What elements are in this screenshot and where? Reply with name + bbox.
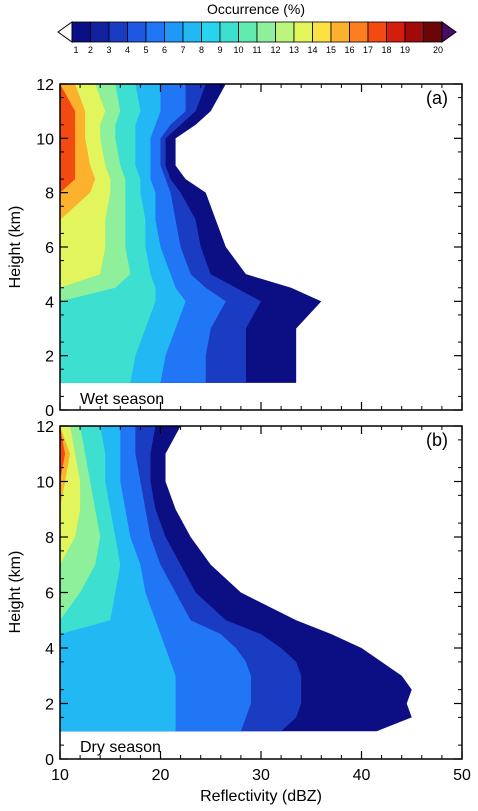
colorbar-cell <box>71 21 91 43</box>
dry-season-contours <box>60 426 412 732</box>
colorbar-cell <box>182 21 202 43</box>
colorbar-cell <box>423 21 443 43</box>
y-tick-label: 12 <box>36 77 54 94</box>
colorbar-cell <box>330 21 350 43</box>
colorbar-tick-label: 4 <box>125 45 130 55</box>
x-tick-label: 50 <box>453 767 471 784</box>
colorbar-tick-label: 9 <box>217 45 222 55</box>
panel-wet-season: 0 2 4 6 8 10 12 (a) Wet season Height (km) <box>7 77 463 420</box>
colorbar-cell <box>404 21 424 43</box>
colorbar-tick-label: 13 <box>289 45 299 55</box>
x-tick-label: 40 <box>353 767 371 784</box>
colorbar-cell <box>349 21 369 43</box>
y-tick-label: 8 <box>45 186 54 203</box>
dry-season-panel-label: (b) <box>426 430 448 450</box>
colorbar-cell <box>108 21 128 43</box>
y-tick-label: 8 <box>45 530 54 547</box>
colorbar-tick-label: 17 <box>363 45 373 55</box>
colorbar-tick-label: 18 <box>381 45 391 55</box>
colorbar-tick-label: 12 <box>270 45 280 55</box>
colorbar-tick-label: 20 <box>433 45 443 55</box>
colorbar-tick-label: 8 <box>199 45 204 55</box>
colorbar-cell <box>145 21 165 43</box>
dry-season-ticks: 0 2 4 6 8 10 12 10 20 30 40 50 <box>36 419 471 784</box>
y-tick-label: 4 <box>45 294 54 311</box>
colorbar-tick-label: 2 <box>88 45 93 55</box>
x-tick-label: 10 <box>51 767 69 784</box>
y-tick-label: 0 <box>45 752 54 769</box>
colorbar-under-arrow <box>57 21 73 43</box>
y-tick-label: 10 <box>36 131 54 148</box>
dry-season-y-axis-title: Height (km) <box>7 551 24 634</box>
y-tick-label: 6 <box>45 240 54 257</box>
y-tick-label: 4 <box>45 641 54 658</box>
y-tick-label: 10 <box>36 475 54 492</box>
colorbar-tick-label: 3 <box>106 45 111 55</box>
y-tick-label: 0 <box>45 403 54 420</box>
colorbar-over-arrow <box>441 21 457 43</box>
colorbar-cell <box>90 21 110 43</box>
colorbar-tick-label: 11 <box>252 45 261 55</box>
colorbar-cell <box>275 21 295 43</box>
wet-season-panel-label: (a) <box>426 88 448 108</box>
colorbar-tick-label: 14 <box>307 45 317 55</box>
y-tick-label: 12 <box>36 419 54 436</box>
colorbar-cell <box>367 21 387 43</box>
dry-season-label: Dry season <box>80 739 161 756</box>
colorbar-tick-label: 15 <box>326 45 336 55</box>
contour-band <box>60 84 76 383</box>
y-tick-label: 2 <box>45 697 54 714</box>
colorbar-tick-label: 16 <box>344 45 354 55</box>
colorbar-cell <box>201 21 221 43</box>
colorbar-tick-label: 1 <box>73 45 78 55</box>
colorbar-tick-label: 5 <box>143 45 148 55</box>
colorbar-tick-label: 19 <box>400 45 410 55</box>
wet-season-ticks: 0 2 4 6 8 10 12 <box>36 77 463 420</box>
wet-season-contours <box>60 84 322 383</box>
x-axis-title: Reflectivity (dBZ) <box>200 788 322 805</box>
colorbar-tick-label: 10 <box>233 45 243 55</box>
panel-dry-season: 0 2 4 6 8 10 12 10 20 30 40 50 (b) Dry season Heigh… <box>7 419 471 805</box>
colorbar-tick-label: 7 <box>180 45 185 55</box>
colorbar: Occurrence (%) 1 2 3 4 5 6 7 8 9 10 11 12 13 14 15 16 17… <box>57 1 457 55</box>
contour-band <box>60 426 81 732</box>
wet-season-label: Wet season <box>80 391 164 408</box>
wet-season-y-axis-title: Height (km) <box>7 206 24 289</box>
y-tick-label: 6 <box>45 586 54 603</box>
colorbar-cell <box>238 21 258 43</box>
colorbar-cell <box>386 21 406 43</box>
colorbar-cell <box>312 21 332 43</box>
colorbar-cell <box>219 21 239 43</box>
colorbar-tick-label: 6 <box>162 45 167 55</box>
x-tick-label: 20 <box>152 767 170 784</box>
colorbar-cell <box>293 21 313 43</box>
colorbar-cell <box>256 21 276 43</box>
y-tick-label: 2 <box>45 349 54 366</box>
colorbar-labels: 1 2 3 4 5 6 7 8 9 10 11 12 13 14 15 16 17 18 19 20 <box>73 45 443 55</box>
colorbar-cell <box>127 21 147 43</box>
colorbar-cells <box>57 21 457 43</box>
colorbar-title: Occurrence (%) <box>207 1 305 17</box>
colorbar-cell <box>164 21 184 43</box>
x-tick-label: 30 <box>252 767 270 784</box>
